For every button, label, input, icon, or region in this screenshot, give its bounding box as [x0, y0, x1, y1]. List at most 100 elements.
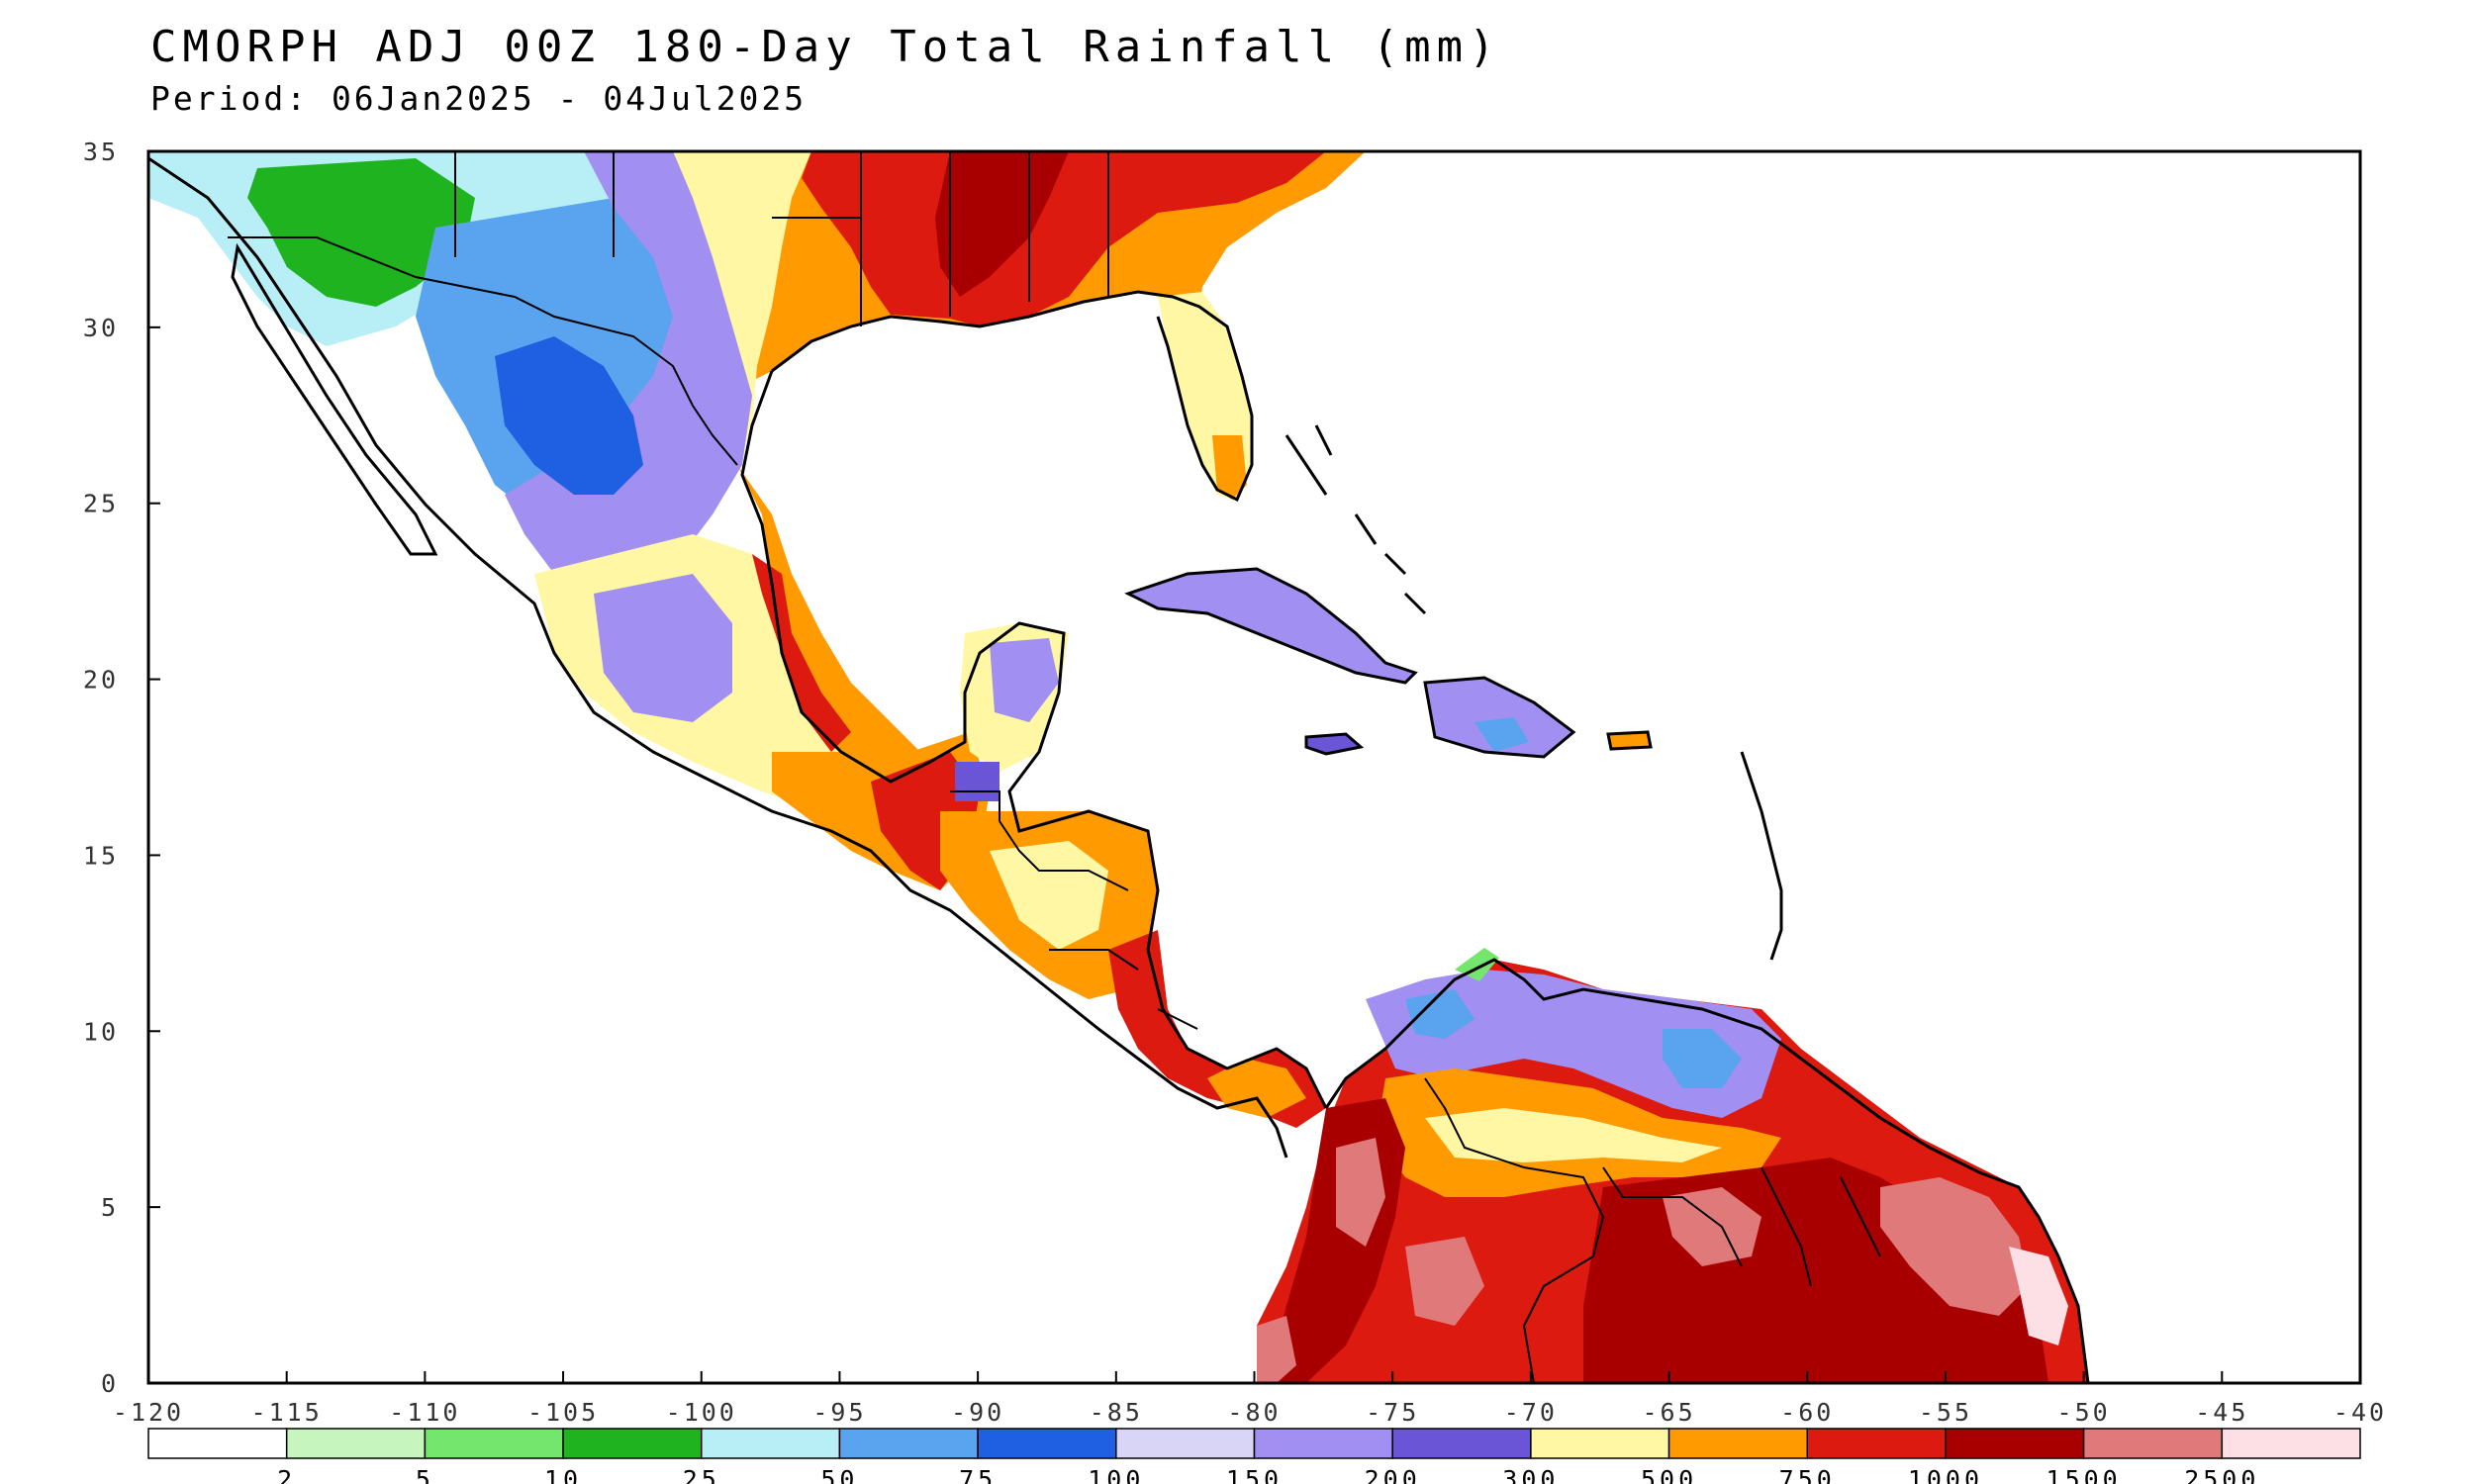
lon-tick-label: -85: [1090, 1398, 1143, 1427]
legend-swatch: [285, 1428, 427, 1459]
lon-tick-label: -90: [951, 1398, 1004, 1427]
longitude-axis: -120 -115 -110 -105 -100 -95 -90 -85 -80 -75 -70 -6…: [113, 1371, 2387, 1427]
legend-label: 50: [820, 1465, 858, 1484]
lon-tick-label: -100: [666, 1398, 737, 1427]
legend-swatch: [701, 1428, 841, 1459]
lat-tick-label: 35: [83, 138, 119, 166]
legend-label: 150: [1226, 1465, 1283, 1484]
region-florida-tip: [1212, 435, 1247, 500]
region-hispaniola-blue: [1475, 717, 1529, 752]
region-choco-pink: [1336, 1138, 1385, 1247]
region-guiana-pink: [1880, 1177, 2029, 1316]
lon-tick-label: -60: [1780, 1398, 1834, 1427]
legend-swatch: [1945, 1428, 2085, 1459]
legend-label: 2500: [2184, 1465, 2259, 1484]
legend-swatch: [1391, 1428, 1532, 1459]
region-northwest-mexico-purple: [505, 151, 752, 613]
legend-swatch: [147, 1428, 288, 1459]
rainfall-fields: [148, 151, 2088, 1383]
lon-tick-label: -45: [2195, 1398, 2248, 1427]
lon-tick-label: -65: [1642, 1398, 1695, 1427]
coastline-gulf-of-mexico: [771, 290, 1254, 503]
region-cuba: [1128, 569, 1415, 683]
latitude-axis: 35 30 25 20 15 10 5 0: [83, 138, 160, 1398]
legend-label: 25: [683, 1465, 720, 1484]
region-western-amazon-pink: [1405, 1237, 1484, 1326]
legend-label: 200: [1365, 1465, 1421, 1484]
lat-tick-label: 10: [83, 1017, 119, 1046]
lon-tick-label: -75: [1366, 1398, 1419, 1427]
region-central-mexico-purple: [594, 574, 732, 722]
lon-tick-label: -40: [2333, 1398, 2387, 1427]
lon-tick-label: -55: [1919, 1398, 1972, 1427]
region-puerto-rico: [1608, 732, 1651, 749]
region-guyana-pink: [1663, 1187, 1761, 1266]
lon-tick-label: -95: [812, 1398, 866, 1427]
border-central-america: [950, 790, 1198, 1030]
lon-tick-label: -70: [1504, 1398, 1558, 1427]
map-title: CMORPH ADJ 00Z 180-Day Total Rainfall (m…: [150, 22, 1501, 72]
legend-swatch: [424, 1428, 564, 1459]
lon-tick-label: -105: [527, 1398, 599, 1427]
legend-swatch: [1667, 1428, 1808, 1459]
lat-tick-label: 0: [101, 1369, 119, 1398]
region-amapa-light: [2009, 1247, 2068, 1345]
legend-swatch: [1253, 1428, 1393, 1459]
coastline-jamaica: [1304, 732, 1365, 756]
legend-swatch: [2082, 1428, 2224, 1459]
region-southeast-us-core: [802, 151, 1326, 326]
lat-tick-label: 25: [83, 490, 119, 518]
coastline-mexico-gulf: [740, 370, 1328, 1109]
coastline-hispaniola: [1423, 676, 1576, 759]
region-ecuador-coast: [1257, 1316, 1296, 1383]
lon-tick-label: -110: [389, 1398, 460, 1427]
region-venezuela-blue: [1405, 989, 1475, 1039]
lon-tick-label: -80: [1227, 1398, 1281, 1427]
legend-swatch: [838, 1428, 979, 1459]
lat-tick-label: 15: [83, 841, 119, 870]
coastline-cuba: [1124, 567, 1418, 685]
region-llanos-yellow: [1425, 1108, 1722, 1162]
region-veracruz-red: [752, 554, 851, 752]
coastline-south-america: [1324, 958, 2090, 1383]
region-hispaniola: [1425, 678, 1573, 757]
coastline-lesser-antilles: [1740, 751, 1783, 961]
region-mississippi-maxima: [935, 151, 1069, 297]
lon-tick-label: -50: [2057, 1398, 2111, 1427]
lat-tick-label: 5: [101, 1193, 119, 1222]
period-subtitle: Period: 06Jan2025 - 04Jul2025: [150, 79, 808, 118]
coastline-mexico-pacific: [148, 156, 1288, 1159]
region-sierra-madre-blue: [495, 336, 643, 495]
coastline-puerto-rico: [1606, 730, 1653, 751]
legend-label: 2: [277, 1465, 296, 1484]
legend-swatch: [1806, 1428, 1947, 1459]
legend-swatch: [1115, 1428, 1256, 1459]
border-south-america: [1424, 1077, 1881, 1383]
legend-label: 1000: [1908, 1465, 1983, 1484]
border-us-states: [454, 151, 1109, 326]
region-belize-purple: [955, 762, 999, 801]
legend-swatch: [1530, 1428, 1670, 1459]
region-yucatan-purple: [990, 638, 1059, 722]
rainfall-legend: 2 5 10 25 50 75 100 150 200 300 500 750 1000 1500 2500: [147, 1428, 2361, 1484]
legend-label: 100: [1088, 1465, 1144, 1484]
region-arizona-green: [247, 158, 475, 307]
lat-tick-label: 30: [83, 314, 119, 342]
lat-tick-label: 20: [83, 666, 119, 695]
legend-swatch: [2221, 1428, 2361, 1459]
legend-swatch: [977, 1428, 1117, 1459]
legend-label: 1500: [2046, 1465, 2122, 1484]
region-orinoco-blue: [1663, 1029, 1742, 1088]
region-honduras-yellow: [990, 841, 1108, 950]
legend-label: 750: [1779, 1465, 1836, 1484]
legend-label: 5: [416, 1465, 434, 1484]
border-us-mexico: [228, 236, 738, 466]
lon-tick-label: -115: [251, 1398, 323, 1427]
legend-swatch: [562, 1428, 703, 1459]
legend-label: 10: [544, 1465, 582, 1484]
coastlines: [148, 156, 2090, 1383]
national-borders: [228, 151, 1881, 1383]
lon-tick-label: -120: [113, 1398, 184, 1427]
legend-label: 75: [959, 1465, 997, 1484]
